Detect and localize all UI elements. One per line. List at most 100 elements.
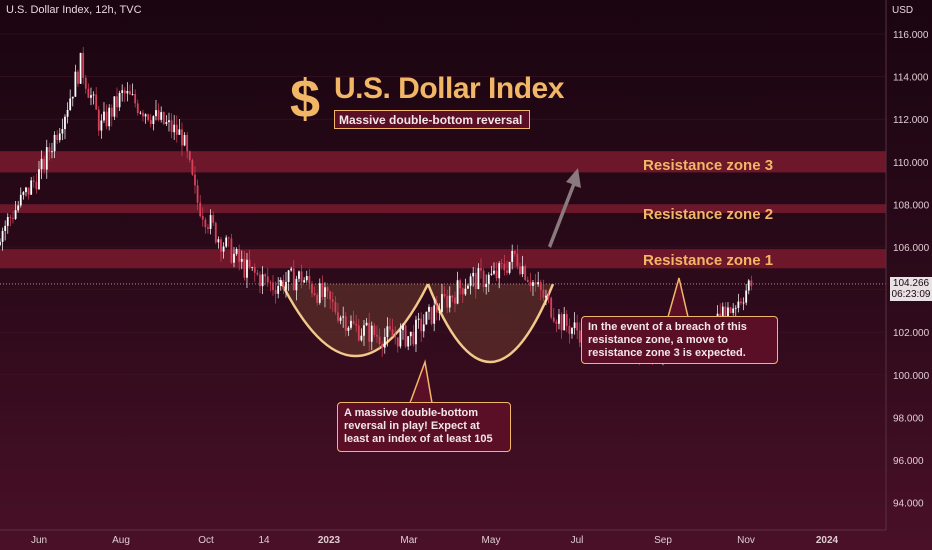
candle-body	[493, 270, 495, 274]
candle-body	[487, 274, 490, 284]
candle-body	[516, 253, 519, 267]
candle-body	[433, 305, 436, 324]
candle-body	[287, 270, 290, 283]
candle-body	[485, 283, 488, 287]
y-tick-label: 96.000	[893, 456, 924, 467]
candle-body	[274, 290, 277, 294]
candle-body	[417, 318, 420, 320]
candle-body	[568, 325, 571, 334]
candle-body	[1, 230, 4, 242]
candle-body	[547, 295, 550, 298]
candle-body	[389, 326, 391, 330]
candle-body	[308, 275, 311, 284]
candle-body	[103, 111, 105, 121]
candle-body	[321, 283, 324, 297]
candle-body	[0, 241, 1, 246]
candle-body	[97, 109, 100, 131]
candle-body	[477, 268, 480, 290]
candle-body	[532, 282, 534, 286]
candle-body	[498, 263, 501, 279]
candle-body	[461, 288, 464, 295]
candle-body	[545, 295, 547, 298]
candle-body	[79, 52, 82, 84]
y-tick-label: 114.000	[893, 73, 929, 84]
candle-body	[261, 274, 264, 287]
candle-body	[233, 253, 235, 263]
x-tick-label: 14	[258, 535, 270, 546]
candle-body	[558, 314, 560, 324]
candle-body	[38, 169, 40, 190]
candle-body	[272, 282, 274, 291]
candle-body	[285, 282, 287, 290]
candle-body	[157, 110, 160, 120]
candle-body	[745, 290, 748, 303]
candle-body	[173, 124, 176, 133]
candle-body	[248, 259, 251, 268]
candle-body	[415, 319, 417, 345]
candle-body	[409, 331, 412, 337]
candle-body	[183, 134, 186, 146]
candle-body	[360, 335, 363, 341]
candle-body	[303, 280, 306, 283]
x-tick-label: Aug	[112, 535, 130, 546]
candle-body	[27, 187, 30, 195]
candle-body	[740, 301, 742, 304]
candle-body	[443, 294, 446, 296]
candle-body	[12, 217, 14, 219]
candle-body	[482, 270, 485, 287]
chart-title: U.S. Dollar Index	[334, 72, 564, 105]
candle-body	[139, 112, 142, 114]
candle-body	[511, 250, 514, 262]
candle-body	[448, 295, 451, 308]
candle-body	[108, 107, 111, 127]
candle-body	[524, 266, 527, 280]
candle-body	[381, 343, 384, 348]
candle-body	[181, 129, 183, 146]
double-bottom-curve-right	[426, 283, 555, 363]
candle-body	[305, 275, 308, 281]
candle-body	[729, 307, 732, 313]
candle-body	[170, 120, 173, 133]
candle-body	[563, 314, 566, 331]
candle-body	[407, 336, 410, 347]
candle-body	[222, 246, 225, 252]
candle-body	[142, 112, 144, 117]
candle-body	[113, 96, 116, 117]
candle-body	[277, 285, 280, 294]
candle-body	[19, 194, 22, 206]
candle-body	[537, 282, 540, 285]
candle-body	[311, 283, 313, 294]
x-tick-label: 2024	[816, 535, 839, 546]
double-bottom-curve-left	[278, 279, 430, 358]
candle-body	[334, 301, 337, 313]
candle-body	[217, 239, 220, 243]
candle-body	[30, 180, 33, 195]
candle-body	[269, 282, 272, 284]
candle-body	[196, 185, 199, 203]
candle-body	[256, 272, 259, 275]
candle-body	[259, 274, 261, 287]
candle-body	[519, 266, 521, 275]
candle-body	[446, 295, 449, 308]
candle-body	[737, 301, 740, 308]
candle-body	[480, 268, 482, 271]
candle-body	[100, 120, 103, 131]
candle-body	[467, 285, 469, 289]
candle-body	[500, 263, 503, 264]
candle-body	[162, 112, 165, 124]
candle-body	[251, 267, 254, 268]
candle-body	[441, 294, 443, 312]
callout-breach: In the event of a breach of this resista…	[581, 316, 778, 364]
candle-body	[435, 305, 438, 313]
candle-body	[144, 114, 147, 117]
candle-body	[160, 112, 163, 120]
bar-countdown: 06:23:09	[891, 289, 931, 300]
x-tick-label: Mar	[400, 535, 418, 546]
candle-body	[69, 98, 72, 110]
candle-body	[459, 280, 462, 289]
candle-body	[396, 337, 399, 347]
candle-body	[420, 318, 423, 332]
candle-body	[394, 336, 397, 338]
